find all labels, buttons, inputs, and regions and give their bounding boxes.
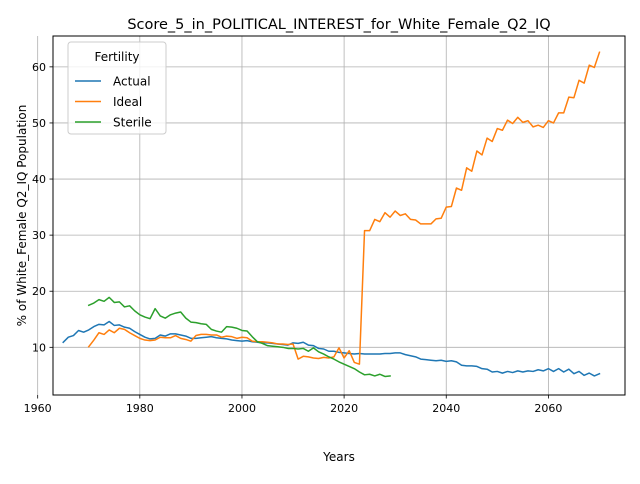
x-tick-label: 2040 (432, 402, 460, 415)
y-tick-label: 40 (32, 173, 46, 186)
series-line-actual (62, 320, 601, 377)
legend-label-actual: Actual (113, 75, 151, 89)
x-tick-label: 1960 (24, 402, 52, 415)
ticks: 1960 1980 2000 2020 2040 2060 10 20 30 40 50 60 (24, 61, 563, 415)
series-line-ideal (87, 51, 601, 365)
y-axis-label: % of White_Female Q2_IQ Population (15, 105, 29, 327)
y-tick-label: 50 (32, 117, 46, 130)
x-axis-label: Years (322, 450, 355, 464)
legend-box (67, 41, 167, 135)
x-tick-label: 2020 (330, 402, 358, 415)
legend-entries: Actual Ideal Sterile (75, 75, 152, 130)
chart-title: Score_5_in_POLITICAL_INTEREST_for_White_… (127, 17, 550, 33)
y-tick-label: 30 (32, 229, 46, 242)
series-line-sterile (87, 296, 391, 378)
y-tick-label: 60 (32, 61, 46, 74)
x-tick-label: 2000 (228, 402, 256, 415)
legend-title: Fertility (94, 50, 139, 64)
y-tick-label: 20 (32, 285, 46, 298)
plot-frame (52, 35, 626, 396)
legend-label-sterile: Sterile (113, 116, 152, 130)
series-lines (62, 51, 601, 378)
x-tick-label: 1980 (126, 402, 154, 415)
y-tick-label: 10 (32, 341, 46, 354)
legend-label-ideal: Ideal (113, 95, 142, 109)
legend: Fertility Actual Ideal Sterile (67, 41, 167, 135)
x-tick-label: 2060 (534, 402, 562, 415)
